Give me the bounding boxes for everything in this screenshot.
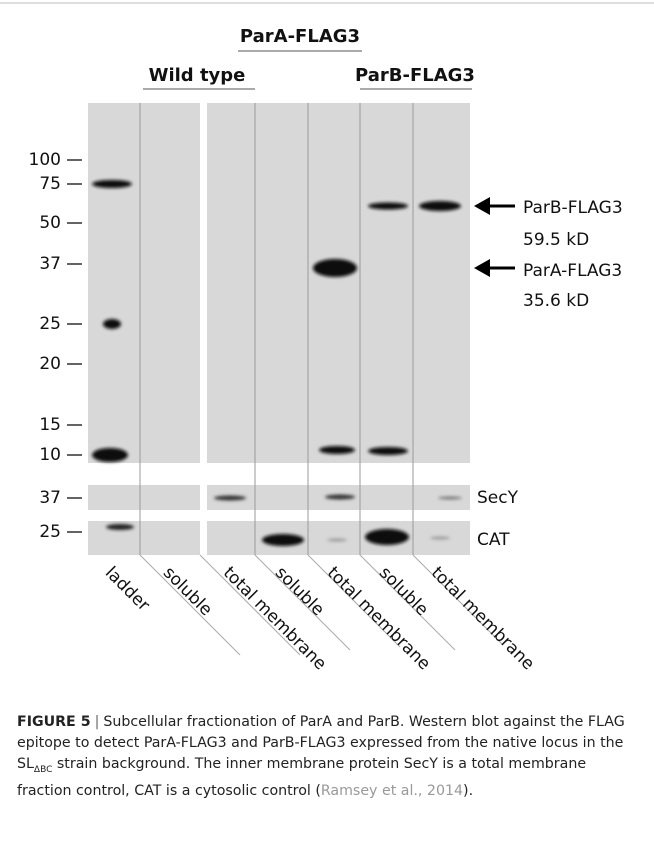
band-label: ParA-FLAG3 [523,261,622,281]
mw-marker: 37 [39,254,61,274]
lane-label: ladder [101,563,153,615]
arrow-head [474,197,490,277]
group-label: Wild type [149,65,246,86]
arrow [485,206,515,268]
mw-marker: 75 [39,174,61,194]
lane-label: total membrane [427,563,538,674]
caption-label: FIGURE 5 [17,714,91,730]
caption-separator: | [95,714,100,730]
mw-marker: 20 [39,354,61,374]
caption-text: ). [463,783,473,799]
panel-label: CAT [477,530,510,550]
mw-marker: 25 [39,522,61,542]
caption: FIGURE 5|Subcellular fractionation of Pa… [17,712,642,802]
mw-marker: 37 [39,488,61,508]
citation-link[interactable]: Ramsey et al., 2014 [321,783,463,799]
page: ParA-FLAG3 Wild type ParB-FLAG3 [0,0,654,849]
mw-marker: 15 [39,415,61,435]
mw-marker: 50 [39,213,61,233]
lane-label: soluble [159,563,216,620]
mw-marker: 25 [39,314,61,334]
band-size: 35.6 kD [523,291,589,311]
panel-label: SecY [477,488,519,508]
group-label: ParA-FLAG3 [240,26,360,47]
caption-subscript: ΔBC [34,765,52,775]
band-label: ParB-FLAG3 [523,198,623,218]
band-size: 59.5 kD [523,230,589,250]
mw-marker: 10 [39,445,61,465]
caption-text: strain background. The inner membrane pr… [17,756,586,799]
group-label: ParB-FLAG3 [355,65,475,86]
mw-marker: 100 [29,150,61,170]
